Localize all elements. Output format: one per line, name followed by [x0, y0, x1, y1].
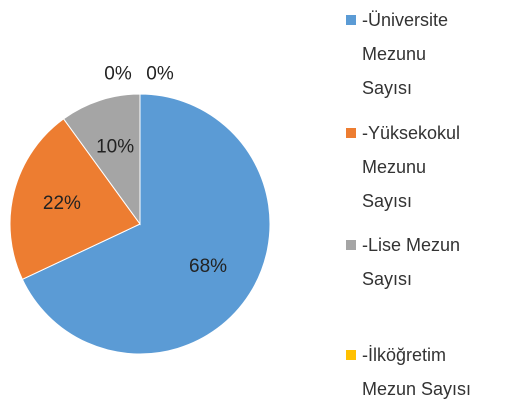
data-label: 68% [189, 256, 227, 277]
legend-swatch [346, 350, 356, 360]
data-label: 22% [43, 193, 81, 214]
pie-slice [9, 118, 141, 281]
data-label: 0% [104, 64, 132, 85]
legend-swatch [346, 15, 356, 25]
pie-slice [21, 93, 271, 355]
legend-swatch [346, 128, 356, 138]
legend-label: -Yüksekokul Mezunu Sayısı [362, 123, 461, 211]
data-label: 0% [146, 64, 174, 85]
data-label: 10% [96, 136, 134, 157]
legend-swatch [346, 240, 356, 250]
legend-label: -Üniversite Mezunu Sayısı [362, 10, 449, 98]
legend-label: -İlköğretim Mezun Sayısı [362, 345, 472, 399]
pie-slice [62, 93, 141, 226]
legend-label: -Lise Mezun Sayısı [362, 235, 461, 289]
